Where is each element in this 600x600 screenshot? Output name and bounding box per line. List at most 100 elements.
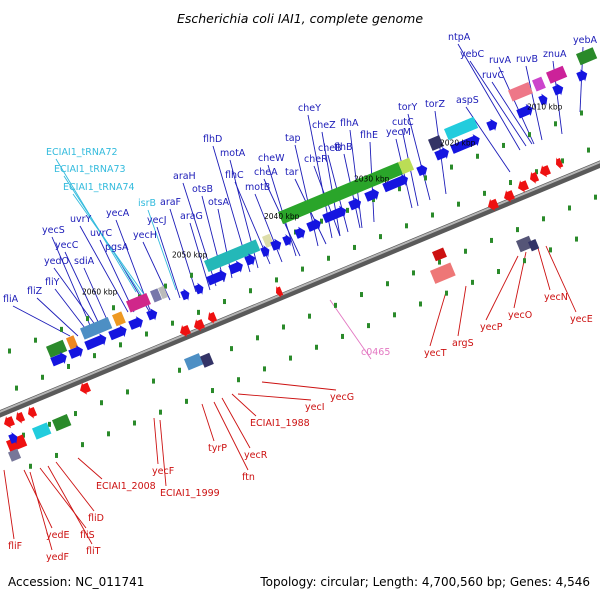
feature-blocks bbox=[5, 47, 598, 462]
forward-gene-arrow bbox=[180, 288, 190, 301]
gc-dot bbox=[528, 132, 531, 138]
gc-dot bbox=[55, 452, 58, 458]
gc-dot bbox=[367, 323, 370, 329]
gc-dot bbox=[289, 355, 292, 361]
gc-dot bbox=[275, 277, 278, 283]
gc-dot bbox=[379, 234, 382, 240]
gene-arrows bbox=[3, 69, 588, 445]
forward-gene-arrow bbox=[194, 282, 204, 295]
feature-block bbox=[5, 434, 28, 453]
gc-dot bbox=[263, 366, 266, 372]
forward-gene-label: ntpA bbox=[448, 32, 471, 43]
gc-dot bbox=[282, 324, 285, 330]
gc-dot bbox=[464, 248, 467, 254]
gc-dot bbox=[34, 337, 37, 343]
forward-gene-arrow bbox=[260, 245, 270, 258]
gc-dot bbox=[159, 409, 162, 415]
forward-gene-arrow bbox=[50, 351, 67, 367]
forward-gene-label: aspS bbox=[456, 95, 479, 106]
gc-dot-tracks bbox=[8, 110, 597, 469]
feature-block bbox=[183, 353, 204, 371]
gc-dot bbox=[523, 258, 526, 264]
gc-dot bbox=[256, 335, 259, 341]
feature-block bbox=[204, 239, 261, 273]
gc-dot bbox=[223, 299, 226, 305]
feature-block bbox=[200, 352, 214, 368]
gc-dot bbox=[301, 266, 304, 272]
reverse-gene-arrow bbox=[529, 171, 540, 184]
gc-dot bbox=[185, 398, 188, 404]
forward-gene-label: motA bbox=[220, 148, 246, 159]
reverse-gene-label: fliT bbox=[86, 546, 101, 557]
gc-dot bbox=[405, 223, 408, 229]
feature-block bbox=[66, 335, 78, 350]
reverse-gene-arrow bbox=[208, 311, 218, 324]
forward-gene-label: yecH bbox=[133, 230, 157, 241]
gc-dot bbox=[86, 316, 89, 322]
forward-gene-label: motB bbox=[245, 182, 270, 193]
feature-block bbox=[52, 414, 72, 432]
forward-gene-label: araF bbox=[160, 197, 181, 208]
reverse-gene-label: ECIAI1_2008 bbox=[96, 481, 156, 492]
forward-gene-label: fliY bbox=[45, 277, 60, 288]
gc-dot bbox=[471, 279, 474, 285]
reverse-gene-label: ECIAI1_1988 bbox=[250, 418, 310, 429]
forward-gene-label: araH bbox=[173, 171, 196, 182]
forward-gene-arrow bbox=[416, 163, 428, 177]
gc-dot bbox=[393, 312, 396, 318]
gc-dot bbox=[535, 169, 538, 175]
forward-gene-label: ruvB bbox=[516, 54, 538, 65]
gc-dot bbox=[112, 305, 115, 311]
trna-gene-label: ECIAI1_tRNA72 bbox=[46, 147, 118, 158]
feature-block bbox=[444, 116, 479, 141]
forward-gene-label: flhE bbox=[360, 130, 378, 141]
reverse-gene-label: ECIAI1_1999 bbox=[160, 488, 220, 499]
forward-gene-arrow bbox=[364, 188, 379, 202]
kbp-tick-label: 2040 kbp bbox=[264, 212, 300, 221]
reverse-gene-label: yedF bbox=[46, 552, 69, 563]
forward-gene-label: yecS bbox=[42, 225, 65, 236]
forward-gene-label: cheB bbox=[318, 143, 342, 154]
reverse-gene-label: yecN bbox=[544, 292, 568, 303]
feature-block bbox=[126, 292, 151, 313]
reverse-gene-label: yecR bbox=[244, 450, 268, 461]
forward-gene-arrow bbox=[306, 218, 321, 232]
reverse-gene-arrow bbox=[179, 324, 191, 338]
gc-dot bbox=[119, 342, 122, 348]
gc-dot bbox=[516, 227, 519, 233]
reverse-gene-arrow bbox=[504, 190, 515, 203]
reverse-gene-arrow bbox=[3, 416, 15, 429]
forward-gene-label: sdiA bbox=[74, 256, 95, 267]
forward-gene-label: cutC bbox=[392, 117, 414, 128]
gc-dot bbox=[341, 333, 344, 339]
forward-gene-label: ruvC bbox=[482, 70, 505, 81]
forward-gene-label: yebA bbox=[573, 35, 597, 46]
forward-gene-arrow bbox=[282, 234, 292, 247]
gc-dot bbox=[554, 121, 557, 127]
feature-block bbox=[545, 65, 568, 84]
forward-gene-arrow bbox=[434, 146, 449, 161]
forward-gene-arrow bbox=[146, 308, 158, 321]
feature-block bbox=[507, 81, 533, 102]
forward-gene-label: yecJ bbox=[147, 215, 167, 226]
gc-dot bbox=[145, 331, 148, 337]
other-feature-label: c0465 bbox=[361, 347, 390, 358]
gc-dot bbox=[93, 353, 96, 359]
forward-gene-label: yecM bbox=[386, 127, 411, 138]
forward-gene-label: torZ bbox=[425, 99, 445, 110]
forward-gene-label: yecA bbox=[106, 208, 130, 219]
gc-dot bbox=[424, 175, 427, 181]
gc-dot bbox=[575, 236, 578, 242]
gc-dot bbox=[398, 186, 401, 192]
leader-lines bbox=[3, 43, 584, 551]
forward-gene-arrow bbox=[322, 205, 347, 224]
gc-dot bbox=[483, 190, 486, 196]
kbp-tick-label: 2020 kbp bbox=[440, 139, 476, 148]
gc-dot bbox=[476, 153, 479, 159]
feature-block bbox=[112, 311, 126, 327]
gc-dot bbox=[450, 164, 453, 170]
reverse-gene-label: fliS bbox=[80, 530, 95, 541]
forward-gene-label: torY bbox=[398, 102, 417, 113]
